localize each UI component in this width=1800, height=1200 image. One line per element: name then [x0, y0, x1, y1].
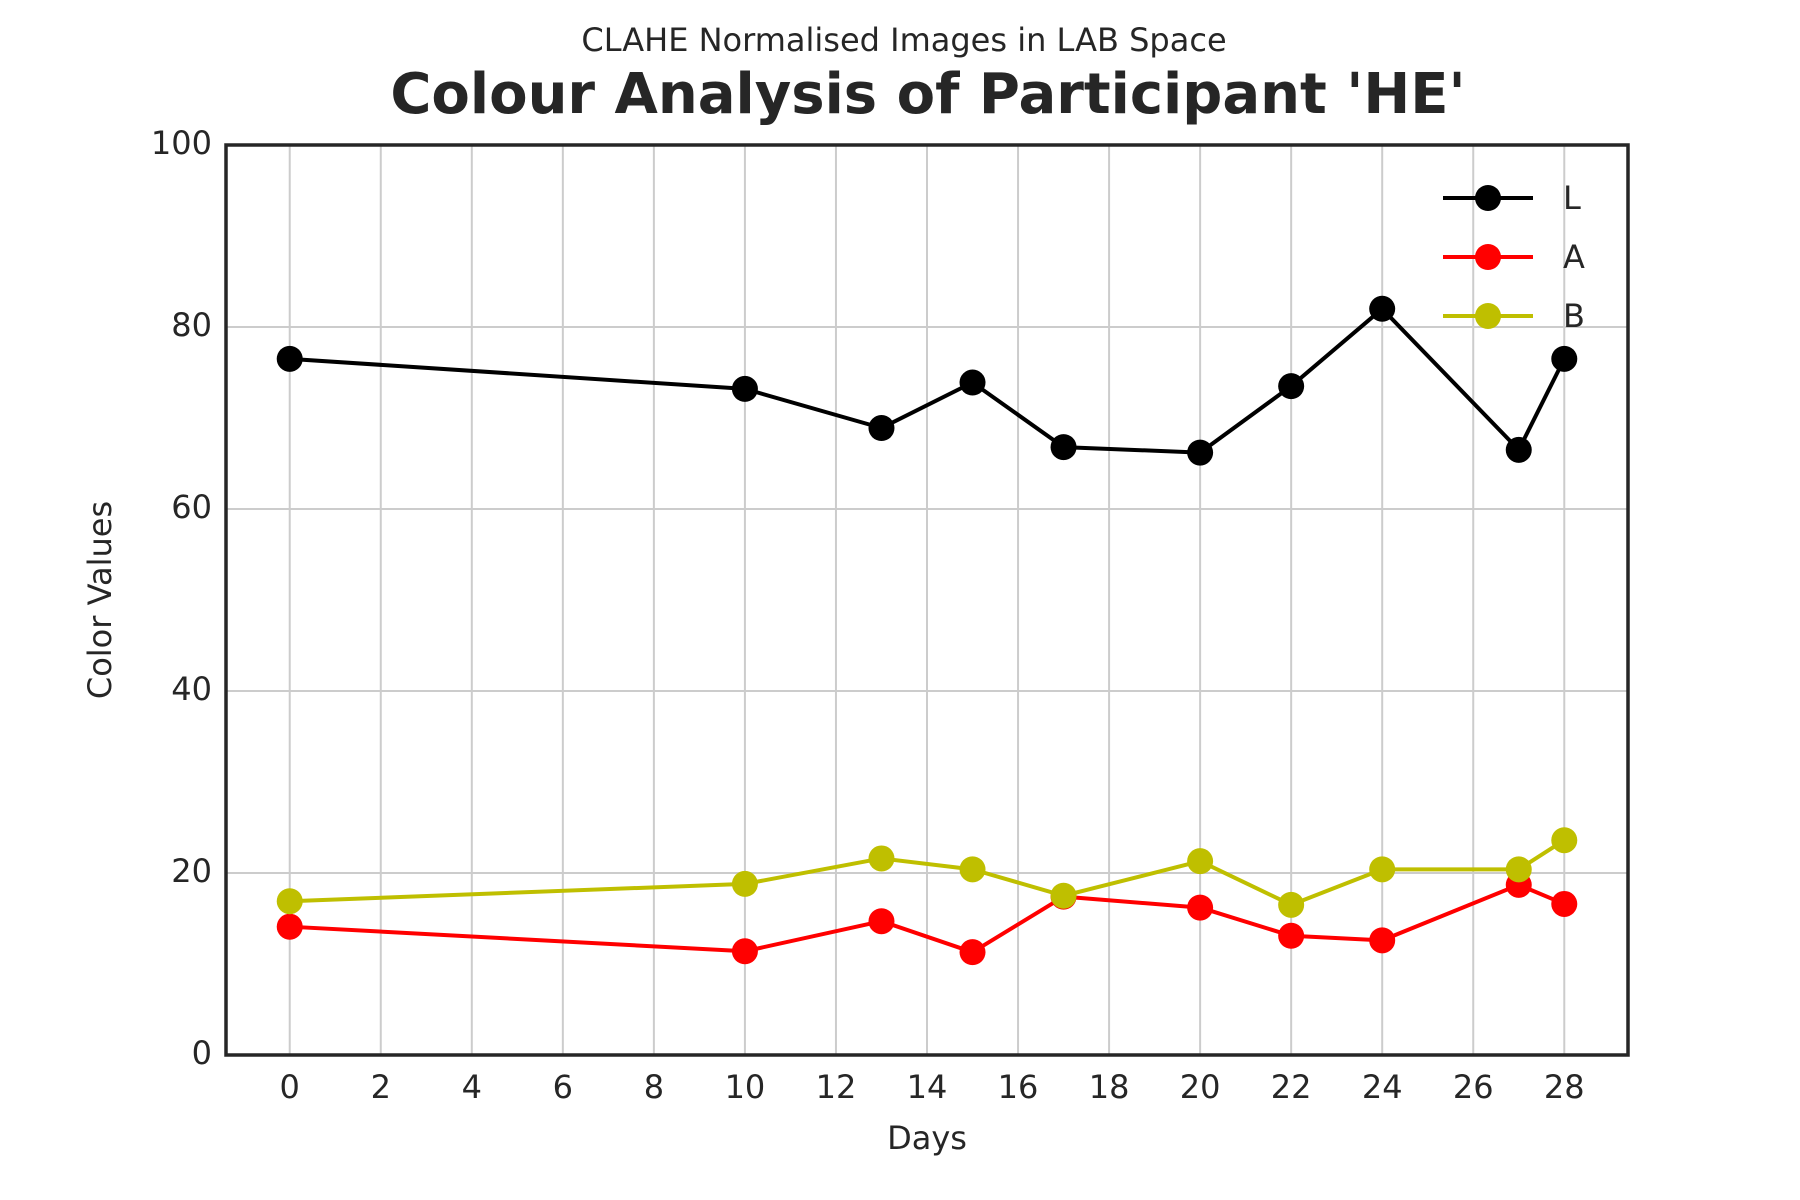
data-point	[731, 375, 758, 402]
series-line	[289, 306, 1567, 455]
x-tick-label: 0	[280, 1068, 300, 1106]
data-point	[1369, 927, 1396, 954]
y-tick-label: 20	[171, 852, 212, 890]
data-point	[959, 369, 986, 396]
x-tick-label: 6	[553, 1068, 573, 1106]
y-tick-label: 100	[151, 124, 212, 162]
x-tick-label: 18	[1089, 1068, 1130, 1106]
data-point	[868, 908, 895, 935]
data-point	[731, 938, 758, 965]
y-tick-label: 0	[192, 1034, 212, 1072]
x-tick-label: 26	[1453, 1068, 1494, 1106]
data-point	[1278, 891, 1305, 918]
legend-label: L	[1563, 179, 1581, 217]
y-axis-label: Color Values	[81, 501, 119, 699]
data-point	[1050, 882, 1077, 909]
plot-frame	[224, 143, 1630, 1057]
x-tick-label: 8	[644, 1068, 664, 1106]
series-line	[289, 838, 1566, 907]
y-tick-label: 40	[171, 670, 212, 708]
data-point	[276, 888, 303, 915]
x-tick-label: 14	[907, 1068, 948, 1106]
x-tick-label: 16	[998, 1068, 1039, 1106]
y-tick-label: 80	[171, 306, 212, 344]
legend-marker	[1475, 185, 1501, 211]
chart-title: Colour Analysis of Participant 'HE'	[390, 62, 1465, 127]
x-tick-label: 28	[1544, 1068, 1585, 1106]
data-point	[731, 870, 758, 897]
data-point	[1505, 856, 1532, 883]
data-point	[959, 939, 986, 966]
x-tick-label: 2	[371, 1068, 391, 1106]
data-point	[276, 345, 303, 372]
data-point	[1369, 856, 1396, 883]
x-tick-label: 22	[1271, 1068, 1312, 1106]
legend-label: A	[1563, 238, 1585, 276]
x-tick-label: 10	[725, 1068, 766, 1106]
x-tick-label: 24	[1362, 1068, 1403, 1106]
data-point	[868, 415, 895, 442]
data-point	[1505, 436, 1532, 463]
data-point	[868, 845, 895, 872]
data-point	[1187, 894, 1214, 921]
data-point	[1551, 827, 1578, 854]
x-tick-label: 12	[816, 1068, 857, 1106]
data-point	[959, 856, 986, 883]
data-point	[1187, 439, 1214, 466]
y-tick-label: 60	[171, 488, 212, 526]
data-point	[1278, 922, 1305, 949]
x-tick-label: 20	[1180, 1068, 1221, 1106]
data-point	[276, 913, 303, 940]
legend-marker	[1475, 244, 1501, 270]
data-point	[1187, 848, 1214, 875]
legend-label: B	[1563, 297, 1585, 335]
x-axis-label: Days	[887, 1119, 967, 1157]
series-line	[289, 882, 1566, 955]
data-point	[1551, 890, 1578, 917]
data-point	[1369, 295, 1396, 322]
data-point	[1551, 345, 1578, 372]
chart-subtitle: CLAHE Normalised Images in LAB Space	[581, 21, 1226, 59]
data-point	[1278, 373, 1305, 400]
data-point	[1050, 434, 1077, 461]
x-tick-label: 4	[462, 1068, 482, 1106]
legend-marker	[1475, 303, 1501, 329]
